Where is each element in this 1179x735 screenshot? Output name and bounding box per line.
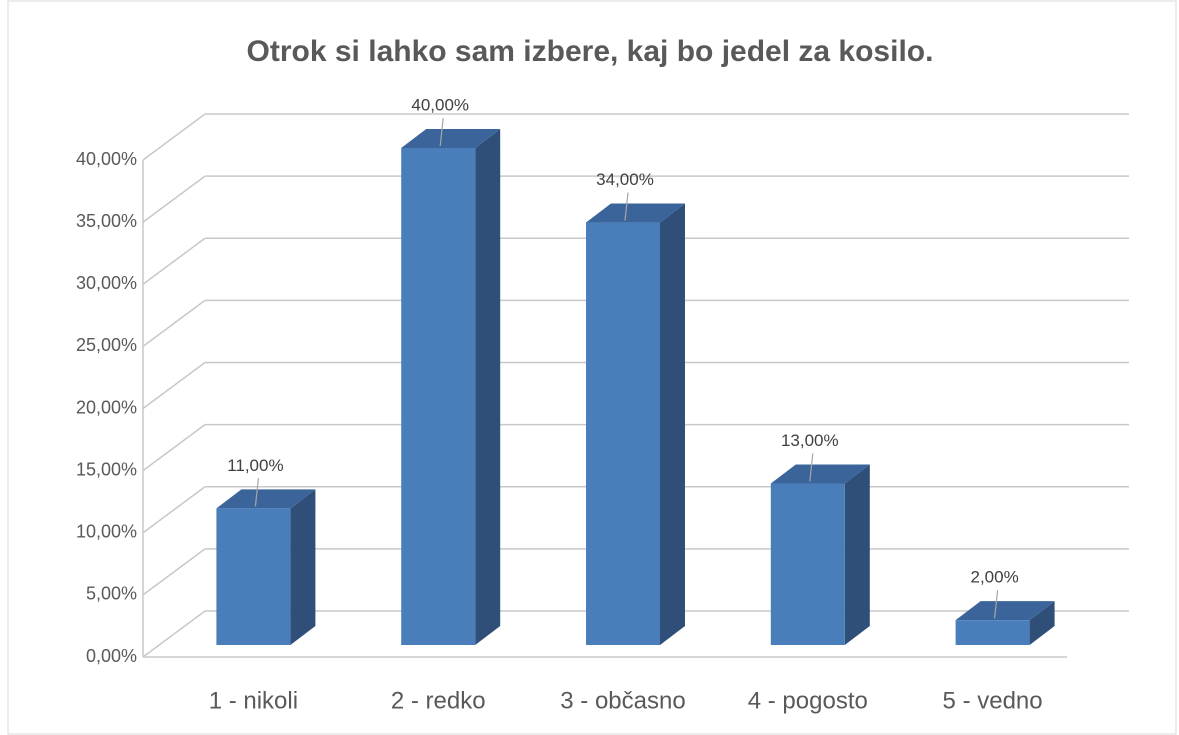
data-label: 11,00% <box>227 456 283 475</box>
bar-side <box>844 464 870 645</box>
bar <box>401 148 476 645</box>
bar <box>586 222 660 646</box>
bar <box>955 620 1030 645</box>
grid-diagonal <box>142 361 206 410</box>
y-tick-label: 10,00% <box>76 522 137 542</box>
y-tick-label: 15,00% <box>76 459 137 479</box>
x-tick-label: 3 - občasno <box>560 687 685 714</box>
leader-line <box>439 117 444 147</box>
y-tick-label: 5,00% <box>86 584 137 604</box>
bar-side <box>290 489 316 645</box>
y-tick-label: 35,00% <box>76 211 137 231</box>
leader-line <box>624 192 629 221</box>
grid-diagonal <box>142 237 206 285</box>
data-label: 2,00% <box>970 568 1018 587</box>
data-label: 34,00% <box>596 170 654 189</box>
bar <box>770 483 845 645</box>
data-label: 40,00% <box>411 95 469 114</box>
bar-top <box>955 601 1055 621</box>
y-tick-label: 40,00% <box>76 149 137 169</box>
grid-diagonal <box>142 610 206 658</box>
y-tick-label: 25,00% <box>76 335 137 355</box>
bar <box>216 508 291 645</box>
bar-top <box>586 203 685 223</box>
y-tick-label: 0,00% <box>86 646 137 666</box>
leader-line <box>994 590 999 619</box>
data-label: 13,00% <box>781 431 839 450</box>
grid-diagonal <box>142 175 206 223</box>
bar-top <box>401 129 501 148</box>
x-tick-label: 5 - vedno <box>943 687 1043 714</box>
y-tick-label: 30,00% <box>76 273 137 293</box>
chart-title: Otrok si lahko sam izbere, kaj bo jedel … <box>247 35 934 68</box>
x-tick-label: 2 - redko <box>391 687 486 714</box>
leader-line <box>254 478 259 507</box>
y-tick-label: 20,00% <box>76 397 137 417</box>
grid-diagonal <box>142 299 206 347</box>
grid-diagonal <box>142 113 206 161</box>
bar-side <box>475 129 501 645</box>
bar-side <box>1029 601 1055 645</box>
grid-diagonal <box>142 548 206 596</box>
bar-side <box>660 203 685 646</box>
bar-top <box>216 489 316 509</box>
grid-diagonal <box>142 424 206 472</box>
x-tick-label: 4 - pogosto <box>748 687 868 714</box>
bar-top <box>770 464 870 484</box>
grid-diagonal <box>142 486 206 534</box>
x-tick-label: 1 - nikoli <box>209 687 298 714</box>
leader-line <box>809 453 814 482</box>
